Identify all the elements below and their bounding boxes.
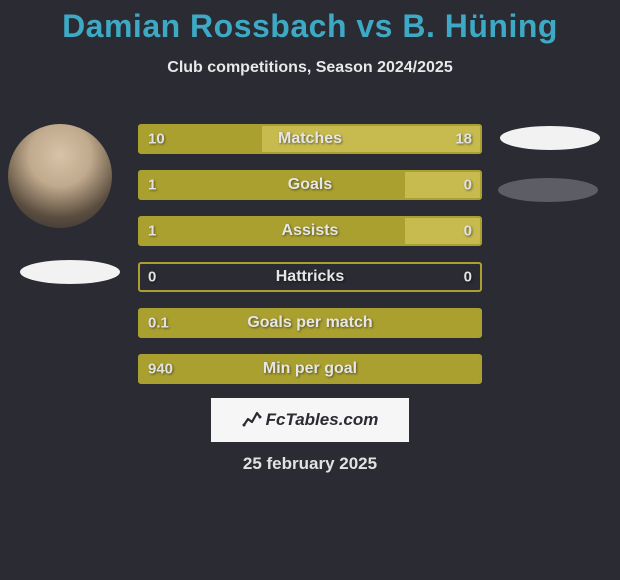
- comparison-bars: 1018Matches 10Goals 10Assists 00Hattricks 0.…: [138, 124, 482, 400]
- stat-label: Assists: [140, 222, 480, 240]
- fctables-logo: FcTables.com: [211, 398, 409, 442]
- player-left-avatar: [8, 124, 112, 228]
- stat-row: 00Hattricks: [138, 262, 482, 292]
- stat-row: 10Goals: [138, 170, 482, 200]
- logo-mark-icon: [242, 409, 262, 432]
- stat-row: 10Assists: [138, 216, 482, 246]
- player-right-club-badge: [500, 126, 600, 150]
- stat-row: 0.1Goals per match: [138, 308, 482, 338]
- player-left-club-badge: [20, 260, 120, 284]
- stat-label: Min per goal: [140, 360, 480, 378]
- logo-text: FcTables.com: [266, 410, 379, 430]
- player-right-secondary-badge: [498, 178, 598, 202]
- comparison-subtitle: Club competitions, Season 2024/2025: [0, 59, 620, 77]
- stat-label: Hattricks: [140, 268, 480, 286]
- stat-row: 1018Matches: [138, 124, 482, 154]
- stat-label: Matches: [140, 130, 480, 148]
- comparison-date: 25 february 2025: [0, 454, 620, 474]
- stat-row: 940Min per goal: [138, 354, 482, 384]
- comparison-title: Damian Rossbach vs B. Hüning: [0, 0, 620, 45]
- stat-label: Goals: [140, 176, 480, 194]
- stat-label: Goals per match: [140, 314, 480, 332]
